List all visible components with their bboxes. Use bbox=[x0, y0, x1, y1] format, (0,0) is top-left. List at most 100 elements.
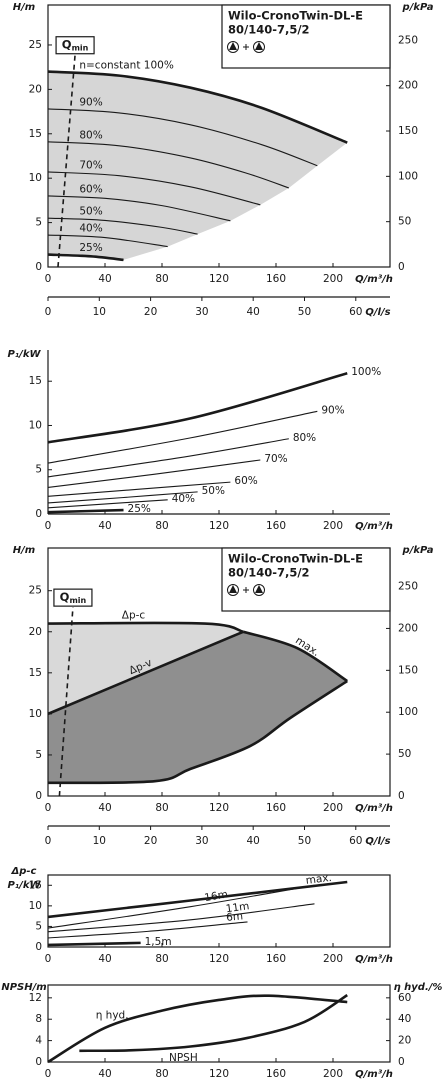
curve bbox=[47, 903, 315, 933]
curve-label: Δp-c bbox=[122, 610, 146, 622]
x2-tick-label: 60 bbox=[349, 835, 362, 847]
x-tick-label: 200 bbox=[323, 1068, 343, 1080]
pump-icon-triangle bbox=[229, 585, 237, 593]
y2-tick-label: 250 bbox=[398, 34, 418, 46]
curve-label: 70% bbox=[264, 453, 287, 465]
curve-label: n=constant 100% bbox=[79, 59, 173, 71]
x2-tick-label: 10 bbox=[93, 306, 106, 318]
x-tick-label: 0 bbox=[45, 953, 52, 965]
x2-axis-label: Q/l/s bbox=[365, 307, 390, 318]
x2-axis-label: Q/l/s bbox=[365, 836, 390, 847]
y-tick-label: 15 bbox=[29, 128, 42, 140]
x-tick-label: 40 bbox=[98, 802, 111, 814]
curve-label: 80% bbox=[79, 130, 102, 142]
curve-label: 16m bbox=[204, 888, 229, 904]
y2-tick-label: 50 bbox=[398, 216, 411, 228]
curve bbox=[47, 371, 348, 444]
y-axis-label: H/m bbox=[13, 545, 35, 556]
y-tick-label: 0 bbox=[35, 790, 42, 802]
curve-label: 90% bbox=[321, 404, 344, 416]
y-tick-label: 4 bbox=[35, 1035, 42, 1047]
curve bbox=[47, 508, 124, 514]
y-tick-label: 20 bbox=[29, 626, 42, 638]
y2-tick-label: 0 bbox=[398, 790, 405, 802]
y-tick-label: 5 bbox=[35, 217, 42, 229]
y-axis-label: H/m bbox=[13, 2, 35, 13]
x2-tick-label: 10 bbox=[93, 835, 106, 847]
title-box bbox=[221, 547, 391, 612]
x-tick-label: 40 bbox=[98, 1068, 111, 1080]
curve-label: η hyd. bbox=[96, 1010, 129, 1022]
curve bbox=[47, 481, 231, 497]
x-axis-label: Q/m³/h bbox=[355, 803, 393, 814]
x2-tick-label: 0 bbox=[45, 835, 52, 847]
curve bbox=[47, 921, 248, 939]
qmin-sub: min bbox=[72, 43, 89, 52]
y2-tick-label: 250 bbox=[398, 581, 418, 593]
y2-axis-label: p/kPa bbox=[402, 545, 434, 556]
curve bbox=[47, 499, 168, 509]
qmin-label: Qmin bbox=[60, 590, 87, 605]
qmin-q: Q bbox=[60, 590, 70, 604]
curve bbox=[47, 630, 244, 716]
dp-v-range bbox=[48, 631, 348, 783]
y-tick-label: 0 bbox=[35, 941, 42, 953]
y2-tick-label: 0 bbox=[398, 1056, 405, 1068]
x-tick-label: 120 bbox=[209, 273, 229, 285]
qmin-label: Qmin bbox=[62, 37, 89, 52]
x2-tick-label: 40 bbox=[247, 306, 260, 318]
curve-label: 100% bbox=[351, 366, 381, 378]
x-tick-label: 0 bbox=[45, 1068, 52, 1080]
curve-label: 50% bbox=[79, 205, 102, 217]
y-tick-label: 12 bbox=[29, 992, 42, 1004]
title-box bbox=[221, 4, 391, 69]
y2-axis-label: η hyd./% bbox=[394, 982, 443, 993]
curve bbox=[47, 217, 198, 235]
x-axis-label: Q/m³/h bbox=[355, 521, 393, 532]
x-tick-label: 160 bbox=[266, 273, 286, 285]
x-tick-label: 0 bbox=[45, 273, 52, 285]
y2-axis-label: p/kPa bbox=[402, 2, 434, 13]
x-tick-label: 80 bbox=[155, 802, 168, 814]
y-tick-label: 10 bbox=[29, 172, 42, 184]
curve bbox=[47, 70, 348, 144]
curve bbox=[47, 459, 261, 488]
x-tick-label: 160 bbox=[266, 1068, 286, 1080]
curve bbox=[242, 630, 348, 683]
y-axis-label: P₁/kW bbox=[7, 349, 41, 360]
curve bbox=[47, 491, 198, 504]
y2-tick-label: 200 bbox=[398, 622, 418, 634]
curve-label: 70% bbox=[79, 160, 102, 172]
x-tick-label: 200 bbox=[323, 520, 343, 532]
curve bbox=[47, 195, 231, 222]
pump-icon-triangle bbox=[255, 42, 263, 50]
operating-range bbox=[48, 71, 348, 260]
y2-tick-label: 0 bbox=[398, 261, 405, 273]
x-tick-label: 0 bbox=[45, 520, 52, 532]
x-tick-label: 80 bbox=[155, 520, 168, 532]
qmin-box bbox=[55, 36, 95, 55]
y-tick-label: 15 bbox=[29, 375, 42, 387]
qmin-q: Q bbox=[62, 37, 72, 51]
x-axis-label: Q/m³/h bbox=[355, 1069, 393, 1080]
x-tick-label: 120 bbox=[209, 1068, 229, 1080]
curve-label: 1,5m bbox=[145, 936, 172, 948]
y-tick-label: 0 bbox=[35, 1056, 42, 1068]
y-tick-label: 0 bbox=[35, 261, 42, 273]
x-tick-label: 120 bbox=[209, 802, 229, 814]
y-tick-label: 15 bbox=[29, 667, 42, 679]
y2-tick-label: 20 bbox=[398, 1035, 411, 1047]
y2-tick-label: 60 bbox=[398, 992, 411, 1004]
x2-tick-label: 50 bbox=[298, 306, 311, 318]
y2-tick-label: 150 bbox=[398, 125, 418, 137]
y-tick-label: 8 bbox=[35, 1013, 42, 1025]
y-tick-label: 5 bbox=[35, 920, 42, 932]
x2-tick-label: 30 bbox=[195, 306, 208, 318]
curve-label: 80% bbox=[293, 432, 316, 444]
curve-label: 6m bbox=[226, 910, 244, 924]
x-tick-label: 160 bbox=[266, 953, 286, 965]
y2-tick-label: 40 bbox=[398, 1013, 411, 1025]
curve bbox=[47, 410, 318, 464]
curve-label: 11m bbox=[225, 900, 250, 915]
x-tick-label: 120 bbox=[209, 953, 229, 965]
